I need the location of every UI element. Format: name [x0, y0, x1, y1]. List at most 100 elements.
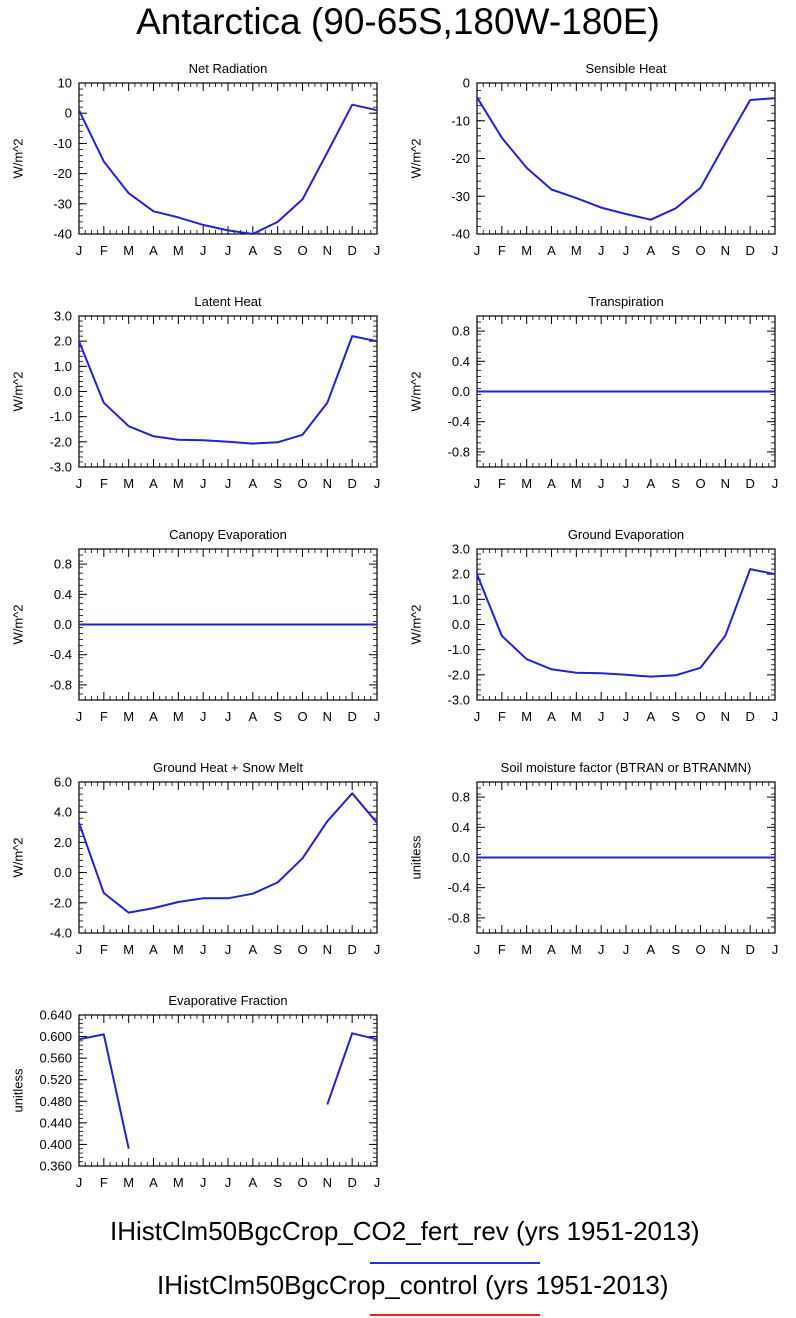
chart-svg: J F M A M J J A S O N D J0.6400.6000.5600.5200.4800.…	[39, 1008, 380, 1191]
x-tick-label: A	[149, 1175, 158, 1190]
x-tick-label: A	[646, 476, 655, 491]
y-axis-label: W/m^2	[10, 836, 26, 878]
chart-panel-canopy-evaporation: Canopy Evaporation W/m^2 J F M A M J J A S O N D J 0.8 0…	[11, 527, 381, 724]
y-tick-label: -40	[451, 227, 470, 242]
x-tick-label: N	[323, 476, 332, 491]
x-tick-label: M	[521, 942, 532, 957]
x-tick-label: J	[772, 243, 779, 258]
x-tick-label: D	[745, 243, 754, 258]
x-tick-label: N	[323, 709, 332, 724]
x-tick-label: A	[149, 942, 158, 957]
x-tick-label: M	[173, 942, 184, 957]
y-tick-label: -0.8	[448, 444, 470, 459]
y-tick-label: -10	[451, 113, 470, 128]
x-tick-label: F	[100, 476, 108, 491]
y-axis-label: W/m^2	[10, 137, 26, 179]
chart-panel-transpiration: Transpiration W/m^2 J F M A M J J A S O N D J 0.8 0.4 0.0…	[409, 294, 779, 491]
y-tick-label: 0.8	[54, 557, 72, 572]
x-tick-label: J	[200, 243, 207, 258]
x-tick-label: J	[474, 942, 481, 957]
y-tick-label: -3.0	[448, 693, 470, 708]
y-tick-label: 0.520	[39, 1072, 72, 1087]
series-line	[78, 335, 378, 445]
main-title: Antarctica (90-65S,180W-180E)	[136, 1, 660, 42]
x-tick-label: A	[646, 243, 655, 258]
y-tick-label: -0.4	[50, 647, 72, 662]
y-tick-label: 2.0	[54, 835, 72, 850]
x-tick-label: F	[498, 709, 506, 724]
x-tick-label: F	[100, 243, 108, 258]
x-tick-label: D	[745, 942, 754, 957]
x-tick-label: S	[273, 476, 282, 491]
x-tick-label: F	[100, 1175, 108, 1190]
chart-panel-soil-moisture-factor-btran-or-btranmn: Soil moisture factor (BTRAN or BTRANMN) u…	[409, 760, 779, 957]
x-tick-label: F	[498, 476, 506, 491]
x-tick-label: J	[200, 1175, 207, 1190]
x-tick-label: M	[123, 243, 134, 258]
x-tick-label: J	[76, 709, 83, 724]
x-tick-label: D	[745, 476, 754, 491]
y-axis-label: W/m^2	[408, 137, 424, 179]
x-tick-label: N	[721, 942, 730, 957]
x-tick-label: N	[721, 243, 730, 258]
chart-title: Ground Evaporation	[567, 527, 685, 542]
x-tick-label: M	[173, 709, 184, 724]
chart-title: Transpiration	[588, 294, 664, 309]
x-tick-label: J	[623, 476, 630, 491]
x-tick-label: J	[598, 476, 605, 491]
chart-svg: J F M A M J J A S O N D J6.04.02.00.0-2.0-4.0	[50, 775, 381, 958]
y-tick-label: 0.440	[39, 1115, 72, 1130]
chart-title: Soil moisture factor (BTRAN or BTRANMN)	[500, 760, 752, 775]
x-tick-label: M	[173, 476, 184, 491]
x-tick-label: S	[273, 942, 282, 957]
y-tick-label: -1.0	[50, 409, 72, 424]
y-tick-label: -0.8	[448, 910, 470, 925]
x-tick-label: O	[297, 709, 307, 724]
x-tick-label: O	[695, 243, 705, 258]
x-tick-label: N	[323, 1175, 332, 1190]
x-tick-label: M	[123, 1175, 134, 1190]
x-tick-label: S	[273, 243, 282, 258]
x-tick-label: J	[623, 243, 630, 258]
chart-svg: J F M A M J J A S O N D J3.02.01.00.0-1.0-2.0-3.0	[50, 309, 381, 492]
y-tick-label: -20	[53, 166, 72, 181]
x-tick-label: A	[646, 942, 655, 957]
y-tick-label: 0.4	[452, 820, 470, 835]
x-tick-label: S	[273, 1175, 282, 1190]
x-tick-label: J	[200, 942, 207, 957]
series-line	[326, 1032, 378, 1105]
y-tick-label: 0.4	[54, 587, 72, 602]
y-tick-label: 0.4	[452, 354, 470, 369]
x-tick-label: O	[695, 709, 705, 724]
y-tick-label: 1.0	[452, 592, 470, 607]
x-tick-label: J	[772, 476, 779, 491]
y-tick-label: 0.0	[54, 617, 72, 632]
x-tick-label: J	[374, 942, 381, 957]
y-tick-label: 0.560	[39, 1051, 72, 1066]
x-tick-label: A	[149, 243, 158, 258]
series-line	[476, 568, 776, 678]
y-tick-label: -2.0	[50, 895, 72, 910]
y-axis-label: unitless	[10, 1067, 26, 1113]
x-tick-label: O	[695, 942, 705, 957]
x-tick-label: F	[100, 709, 108, 724]
x-tick-label: F	[498, 942, 506, 957]
x-tick-label: A	[248, 709, 257, 724]
x-tick-label: A	[149, 709, 158, 724]
chart-title: Sensible Heat	[585, 61, 667, 76]
x-tick-label: M	[123, 942, 134, 957]
chart-panel-evaporative-fraction: Evaporative Fraction unitless J F M A M J J A S O N D…	[11, 993, 381, 1191]
x-tick-label: D	[347, 243, 356, 258]
y-tick-label: 0.480	[39, 1094, 72, 1109]
x-tick-label: M	[123, 709, 134, 724]
x-tick-label: M	[571, 243, 582, 258]
x-tick-label: A	[547, 476, 556, 491]
x-tick-label: J	[225, 243, 232, 258]
y-tick-label: 0.360	[39, 1159, 72, 1174]
x-tick-label: J	[76, 942, 83, 957]
x-tick-label: J	[474, 709, 481, 724]
x-tick-label: M	[521, 709, 532, 724]
y-tick-label: 10	[58, 76, 72, 91]
x-tick-label: S	[671, 243, 680, 258]
y-tick-label: -3.0	[50, 460, 72, 475]
